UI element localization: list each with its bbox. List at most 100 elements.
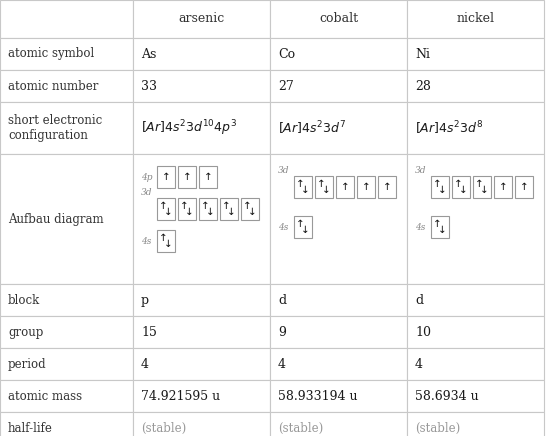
Text: 3d: 3d	[415, 166, 426, 175]
Bar	[0, 102, 133, 154]
Text: ↑: ↑	[243, 201, 252, 211]
Bar	[0, 154, 133, 284]
Text: 15: 15	[141, 326, 157, 338]
Bar	[315, 176, 333, 198]
Bar	[133, 0, 270, 38]
Bar	[407, 412, 544, 436]
Text: ↑: ↑	[180, 201, 189, 211]
Bar	[270, 0, 407, 38]
Bar	[133, 412, 270, 436]
Text: ↑: ↑	[383, 182, 391, 192]
Bar	[515, 176, 533, 198]
Bar	[0, 316, 133, 348]
Text: short electronic
configuration: short electronic configuration	[8, 114, 102, 142]
Bar	[431, 176, 449, 198]
Text: ↓: ↓	[301, 225, 310, 235]
Bar	[270, 38, 407, 70]
Bar	[407, 70, 544, 102]
Text: 4p: 4p	[141, 173, 152, 181]
Text: ↓: ↓	[248, 207, 257, 217]
Text: block: block	[8, 293, 40, 307]
Bar	[157, 198, 175, 220]
Text: atomic mass: atomic mass	[8, 389, 82, 402]
Text: ↑: ↑	[361, 182, 370, 192]
Text: ↓: ↓	[301, 185, 310, 195]
Text: ↑: ↑	[454, 179, 462, 189]
Text: 3d: 3d	[141, 188, 152, 197]
Text: ↓: ↓	[185, 207, 194, 217]
Text: 33: 33	[141, 79, 157, 92]
Text: cobalt: cobalt	[319, 13, 358, 25]
Text: 74.921595 u: 74.921595 u	[141, 389, 220, 402]
Text: ↑: ↑	[433, 219, 442, 229]
Text: 9: 9	[278, 326, 286, 338]
Text: 4: 4	[415, 358, 423, 371]
Bar	[157, 230, 175, 252]
Bar	[270, 316, 407, 348]
Text: 4: 4	[141, 358, 149, 371]
Bar	[270, 70, 407, 102]
Text: ↑: ↑	[204, 172, 212, 182]
Bar	[0, 284, 133, 316]
Text: 4s: 4s	[278, 222, 288, 232]
Bar	[407, 316, 544, 348]
Bar	[270, 348, 407, 380]
Text: ↑: ↑	[201, 201, 210, 211]
Text: 10: 10	[415, 326, 431, 338]
Bar	[0, 38, 133, 70]
Text: atomic number: atomic number	[8, 79, 98, 92]
Text: ↑: ↑	[433, 179, 442, 189]
Bar	[178, 198, 196, 220]
Text: p: p	[141, 293, 149, 307]
Text: ↓: ↓	[322, 185, 331, 195]
Text: ↑: ↑	[498, 182, 507, 192]
Bar	[407, 284, 544, 316]
Text: d: d	[278, 293, 286, 307]
Text: period: period	[8, 358, 46, 371]
Bar	[407, 0, 544, 38]
Bar	[336, 176, 354, 198]
Bar	[0, 380, 133, 412]
Bar	[133, 70, 270, 102]
Bar	[294, 176, 312, 198]
Text: group: group	[8, 326, 43, 338]
Text: (stable): (stable)	[415, 422, 460, 435]
Bar	[241, 198, 259, 220]
Text: (stable): (stable)	[141, 422, 186, 435]
Bar	[157, 166, 175, 188]
Bar	[431, 216, 449, 238]
Bar	[294, 216, 312, 238]
Bar	[0, 348, 133, 380]
Text: 58.933194 u: 58.933194 u	[278, 389, 358, 402]
Text: ↑: ↑	[159, 201, 168, 211]
Bar	[407, 380, 544, 412]
Text: ↑: ↑	[162, 172, 170, 182]
Bar	[178, 166, 196, 188]
Text: 4s: 4s	[415, 222, 425, 232]
Text: 4: 4	[278, 358, 286, 371]
Text: As: As	[141, 48, 156, 61]
Text: ↓: ↓	[480, 185, 489, 195]
Text: Aufbau diagram: Aufbau diagram	[8, 212, 104, 225]
Text: ↓: ↓	[206, 207, 215, 217]
Bar	[407, 348, 544, 380]
Text: ↓: ↓	[459, 185, 468, 195]
Text: arsenic: arsenic	[179, 13, 224, 25]
Text: ↑: ↑	[475, 179, 484, 189]
Bar	[407, 102, 544, 154]
Text: ↑: ↑	[159, 233, 168, 243]
Text: (stable): (stable)	[278, 422, 323, 435]
Text: ↑: ↑	[296, 179, 305, 189]
Text: Ni: Ni	[415, 48, 430, 61]
Bar	[494, 176, 512, 198]
Bar	[133, 348, 270, 380]
Text: $[Ar]4s^23d^8$: $[Ar]4s^23d^8$	[415, 119, 483, 137]
Text: ↓: ↓	[227, 207, 236, 217]
Bar	[133, 380, 270, 412]
Bar	[378, 176, 396, 198]
Text: 3d: 3d	[278, 166, 289, 175]
Bar	[0, 0, 133, 38]
Text: ↓: ↓	[438, 185, 447, 195]
Text: nickel: nickel	[456, 13, 495, 25]
Text: Co: Co	[278, 48, 295, 61]
